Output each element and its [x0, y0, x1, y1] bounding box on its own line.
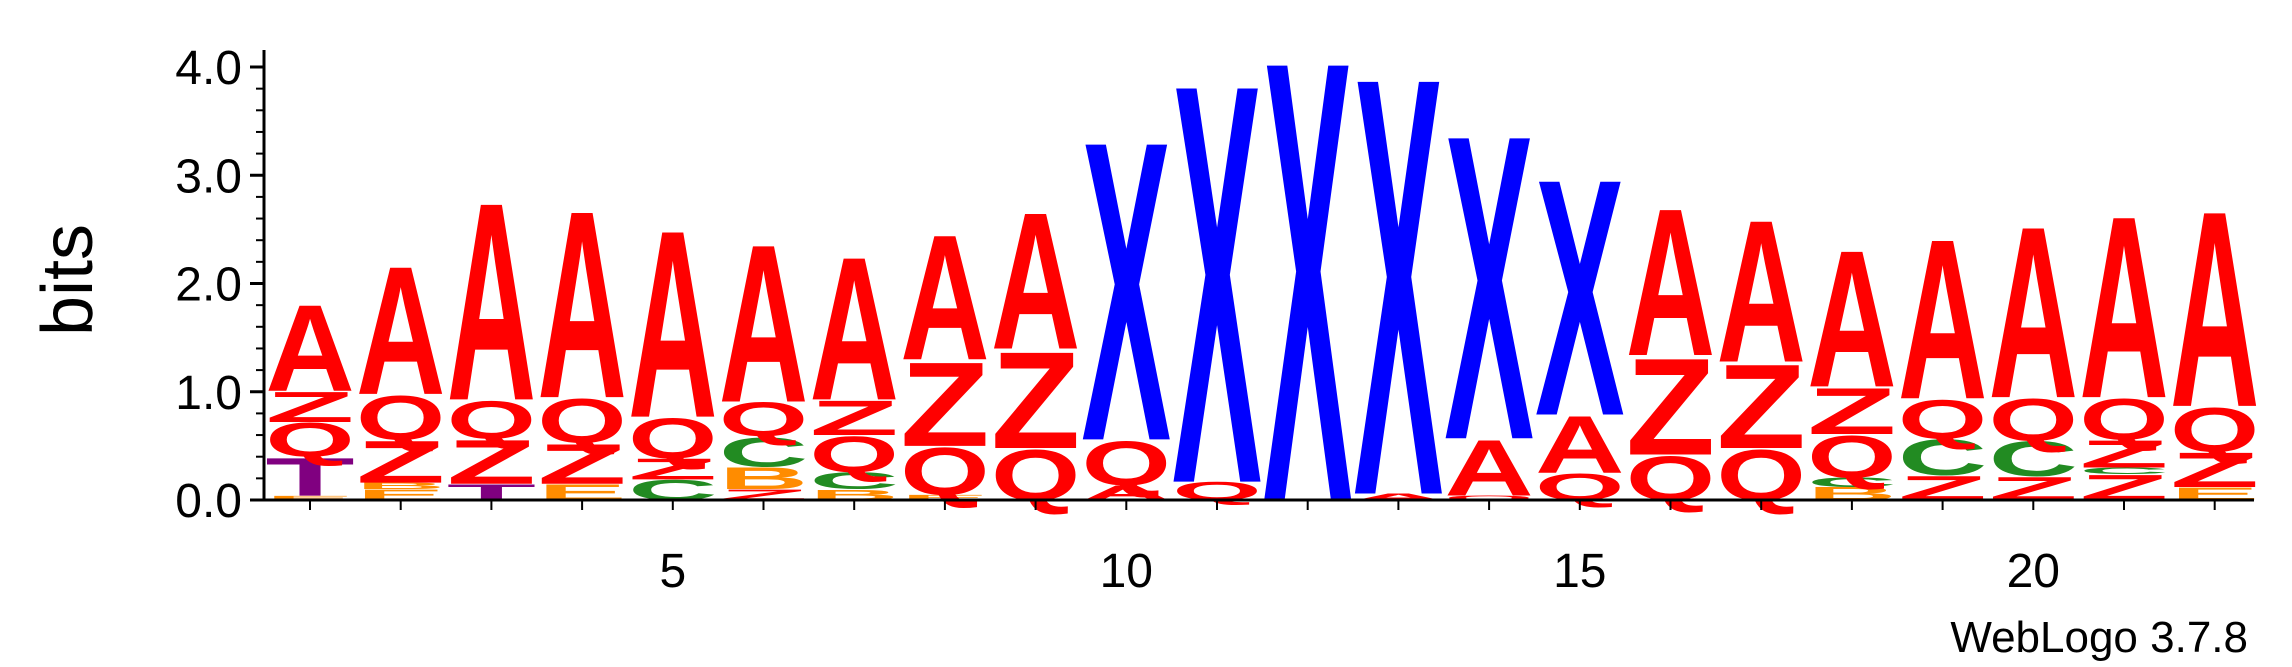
logo-glyph-q: Q — [356, 382, 445, 453]
logo-glyph-z: Z — [2079, 432, 2168, 476]
logo-glyph-b: B — [356, 481, 445, 491]
logo-glyph-c: C — [2079, 466, 2168, 476]
logo-glyph-a: A — [2079, 163, 2168, 453]
logo-glyph-z: Z — [628, 452, 717, 486]
weblogo-credit: WebLogo 3.7.8 — [1950, 613, 2248, 662]
logo-glyph-x: X — [1172, 0, 1262, 603]
logo-glyph-c: C — [719, 428, 808, 475]
logo-glyph-q: Q — [1444, 495, 1533, 502]
logo-glyph-q: Q — [1989, 387, 2078, 454]
logo-glyph-c: C — [1989, 431, 2078, 486]
logo-glyph-z: Z — [265, 382, 354, 431]
y-tick-label: 0.0 — [175, 475, 242, 528]
logo-glyph-q: Q — [265, 413, 354, 467]
logo-glyph-q: Q — [1807, 423, 1896, 490]
x-tick-label: 15 — [1553, 545, 1606, 598]
logo-glyph-q: Q — [1898, 388, 1987, 450]
logo-glyph-z: Z — [356, 428, 445, 495]
logo-glyph-x: X — [1263, 0, 1353, 634]
logo-glyph-z: Z — [810, 391, 899, 446]
logo-glyph-z: Z — [447, 427, 536, 498]
logo-glyph-a: A — [810, 214, 899, 443]
logo-glyph-q: Q — [1082, 428, 1171, 499]
logo-glyph-z: Z — [2170, 442, 2259, 497]
logo-glyph-t: T — [265, 447, 354, 507]
logo-glyph-a: A — [991, 172, 1080, 391]
logo-glyph-a: A — [537, 156, 626, 455]
y-tick-label: 3.0 — [175, 150, 242, 203]
logo-glyph-x: X — [1444, 45, 1534, 532]
logo-glyph-q: Q — [2170, 394, 2259, 465]
logo-glyph-a: A — [1807, 209, 1896, 428]
logo-glyph-z: Z — [991, 324, 1080, 478]
logo-glyph-a: A — [1717, 178, 1806, 405]
logo-glyph-x: X — [1535, 108, 1625, 487]
logo-glyph-a: A — [447, 144, 536, 460]
logo-glyph-q: Q — [447, 390, 536, 450]
logo-glyph-q: Q — [810, 426, 899, 483]
logo-glyph-z: Z — [537, 432, 626, 496]
logo-glyph-q: Q — [628, 407, 717, 471]
logo-glyph-a: A — [1989, 176, 2078, 450]
x-tick-label: 10 — [1100, 545, 1153, 598]
logo-glyph-e: E — [265, 495, 354, 502]
logo-glyph-a: A — [628, 175, 717, 474]
logo-glyph-q: Q — [537, 385, 626, 456]
logo-glyph-z: Z — [1807, 375, 1896, 449]
logo-glyph-a: A — [1626, 165, 1715, 400]
logo-glyph-a: A — [1535, 400, 1624, 491]
x-tick-label: 5 — [659, 545, 686, 598]
logo-glyph-z: Z — [900, 338, 989, 472]
logo-glyph-a: A — [719, 197, 808, 450]
logo-glyph-x: X — [1082, 53, 1172, 531]
logo-glyph-c: C — [1898, 429, 1987, 486]
logo-glyph-c: C — [1807, 475, 1896, 490]
logo-glyph-q: Q — [2079, 387, 2168, 453]
logo-glyph-a: A — [1354, 492, 1443, 502]
y-tick-label: 4.0 — [175, 42, 242, 95]
logo-glyph-z: Z — [1717, 340, 1806, 474]
logo-glyph-q: Q — [900, 434, 989, 509]
logo-glyph-a: A — [1898, 192, 1987, 447]
logo-glyph-a: A — [265, 280, 354, 418]
logo-glyph-a: A — [1444, 424, 1533, 513]
y-tick-label: 1.0 — [175, 367, 242, 420]
logo-glyph-x: X — [1354, 0, 1444, 620]
logo-glyph-c: C — [810, 467, 899, 494]
axes — [250, 50, 2254, 510]
logo-glyph-a: A — [2170, 152, 2259, 465]
labels: bits WebLogo 3.7.8 0.0 1.0 2.0 3.0 4.0 5 10 15 2… — [28, 42, 2248, 662]
x-tick-label: 20 — [2007, 545, 2060, 598]
logo-glyph-b: B — [719, 461, 808, 496]
logo-glyph-e: E — [900, 493, 989, 501]
logo-glyph-a: A — [356, 229, 445, 434]
y-tick-label: 2.0 — [175, 259, 242, 312]
logo-glyph-q: Q — [719, 392, 808, 446]
logo-stacks: ETQZAEBZQATZQAEZQACZQAZBCQABCQZAEQZAQZAA… — [265, 0, 2259, 634]
y-axis-title: bits — [28, 224, 108, 336]
logo-glyph-a: A — [900, 198, 989, 398]
logo-glyph-z: Z — [1626, 330, 1715, 484]
